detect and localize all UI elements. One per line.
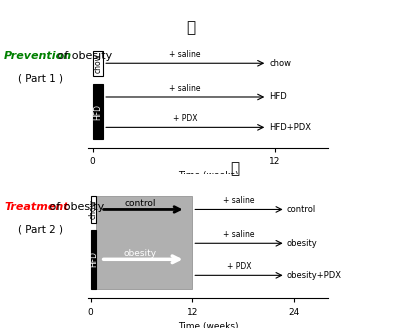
Bar [92,51,103,76]
Text: obesity+PDX: obesity+PDX [287,271,342,280]
Text: HFD: HFD [270,92,287,101]
Text: + saline: + saline [223,196,255,205]
Text: chow: chow [93,53,102,73]
Text: + saline: + saline [170,50,201,59]
Text: chow: chow [270,59,292,68]
X-axis label: Time (weeks): Time (weeks) [178,322,238,328]
Text: HFD+PDX: HFD+PDX [270,123,312,132]
Text: control: control [287,205,316,214]
Text: ( Part 2 ): ( Part 2 ) [18,225,63,235]
Bar [90,196,96,223]
Text: + saline: + saline [170,84,201,93]
Text: + PDX: + PDX [173,114,198,123]
Bar [90,230,96,289]
Text: Prevention: Prevention [4,51,72,61]
Text: + saline: + saline [223,230,255,239]
Text: ( Part 1 ): ( Part 1 ) [18,74,63,84]
Text: chow: chow [89,199,98,219]
Text: of obesity: of obesity [46,202,104,212]
Text: 🐀: 🐀 [187,20,196,35]
Text: obesity: obesity [124,249,157,258]
Bar [92,84,103,139]
Text: HFD: HFD [89,251,98,267]
X-axis label: Time (weeks): Time (weeks) [178,171,238,180]
Text: Treatment: Treatment [4,202,69,212]
Text: of obesity: of obesity [54,51,112,61]
Text: obesity: obesity [287,239,318,248]
Text: 🐀: 🐀 [230,161,239,176]
Text: HFD: HFD [93,104,102,120]
Text: control: control [124,199,156,208]
Bar [96,196,192,289]
Text: + PDX: + PDX [227,262,251,271]
